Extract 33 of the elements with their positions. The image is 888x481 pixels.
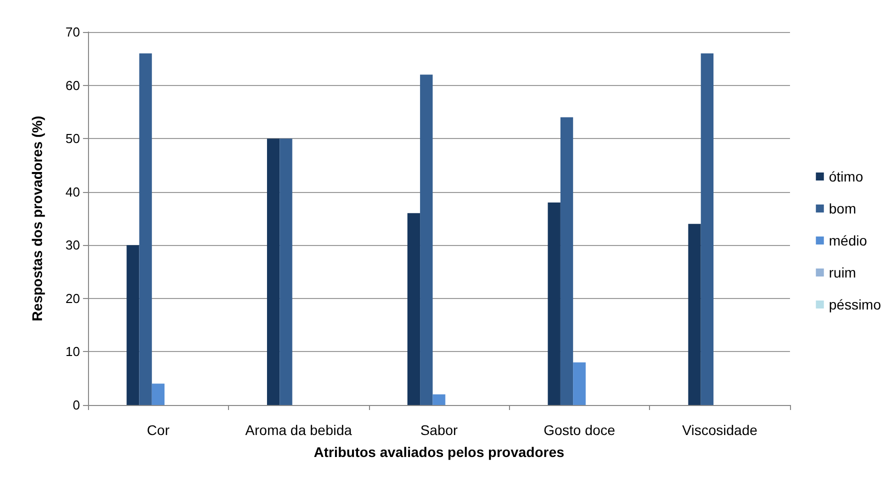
- x-tick-label: Gosto doce: [544, 422, 616, 438]
- y-tick-label: 20: [66, 290, 80, 306]
- bar: [126, 245, 140, 405]
- bar: [548, 202, 560, 405]
- legend-label: ruim: [828, 264, 856, 280]
- bar: [688, 224, 701, 405]
- bar: [267, 138, 280, 405]
- y-axis-title: Respostas dos provadores (%): [29, 116, 45, 322]
- y-tick-label: 0: [72, 398, 80, 412]
- x-tick-label: Sabor: [420, 422, 458, 438]
- y-tick-label: 30: [66, 238, 80, 253]
- bar: [152, 384, 165, 405]
- legend-label: bom: [828, 200, 856, 216]
- bar: [280, 138, 292, 405]
- x-axis-title: Atributos avaliados pelos provadores: [314, 444, 564, 460]
- bar: [139, 53, 152, 405]
- y-tick-label: 50: [66, 131, 80, 146]
- y-tick-label: 70: [66, 24, 80, 40]
- bar: [573, 362, 586, 405]
- y-tick-label: 40: [66, 184, 80, 200]
- x-tick-label: Viscosidade: [682, 422, 758, 438]
- bar: [560, 117, 574, 405]
- bar: [420, 74, 433, 405]
- legend-label: péssimo: [828, 296, 882, 312]
- x-tick-label: Aroma da bebida: [245, 422, 352, 438]
- bar: [700, 53, 714, 405]
- y-tick-label: 10: [66, 344, 80, 360]
- x-tick-label: Cor: [146, 422, 170, 438]
- legend-label: médio: [828, 232, 868, 248]
- bar: [407, 213, 420, 405]
- bar: [432, 394, 446, 405]
- y-tick-label: 60: [66, 78, 80, 93]
- legend-label: ótimo: [828, 168, 864, 184]
